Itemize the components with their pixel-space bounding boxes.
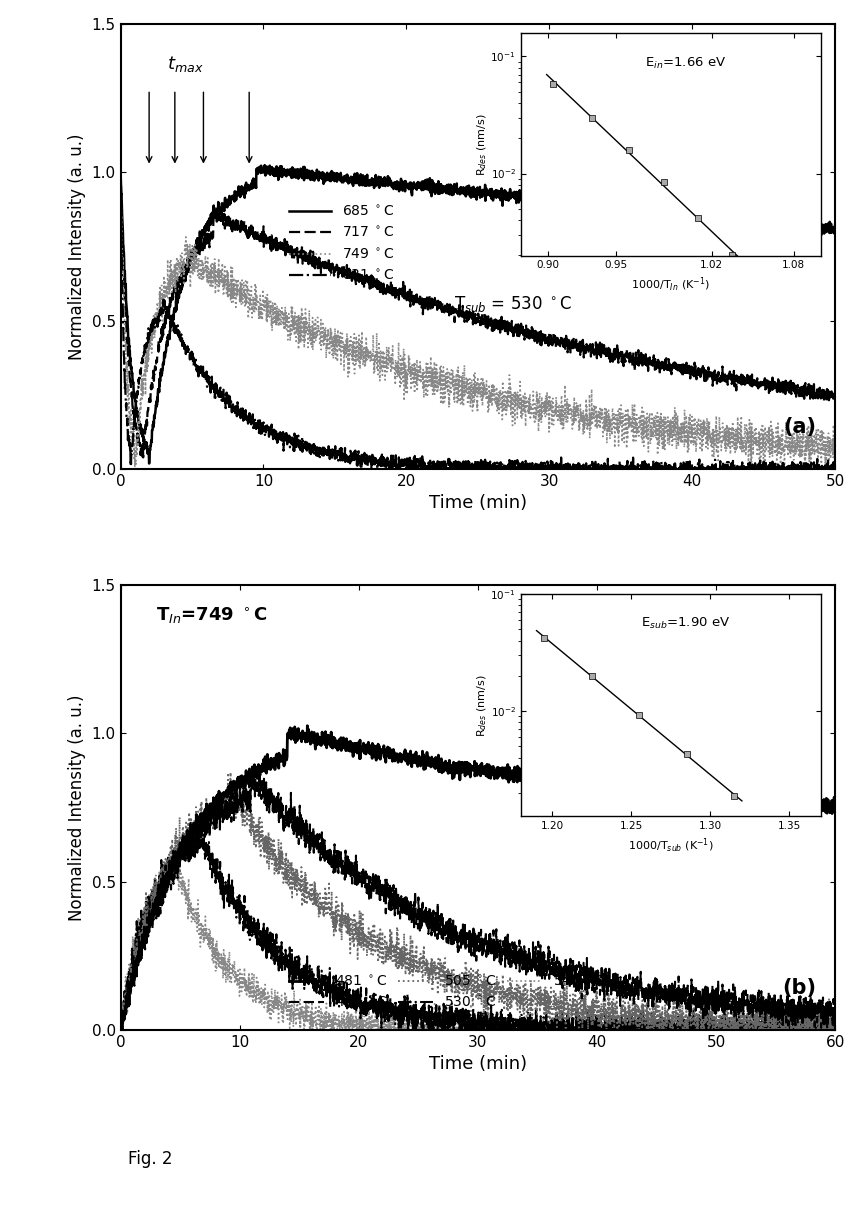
Text: (b): (b) bbox=[783, 978, 816, 999]
Y-axis label: Normalized Intensity (a. u.): Normalized Intensity (a. u.) bbox=[68, 133, 86, 360]
X-axis label: Time (min): Time (min) bbox=[429, 494, 527, 513]
Text: T$_{sub}$ = 530 $^\circ$C: T$_{sub}$ = 530 $^\circ$C bbox=[455, 294, 573, 314]
X-axis label: Time (min): Time (min) bbox=[429, 1055, 527, 1074]
Text: T$_{In}$=749 $^\circ$C: T$_{In}$=749 $^\circ$C bbox=[157, 606, 268, 626]
Legend: 481 $^\circ$C, 490 $^\circ$C, 505 $^\circ$C, 530 $^\circ$C, 546 $^\circ$C: 481 $^\circ$C, 490 $^\circ$C, 505 $^\cir… bbox=[285, 970, 610, 1014]
Legend: 685 $^\circ$C, 717 $^\circ$C, 749 $^\circ$C, 831 $^\circ$C: 685 $^\circ$C, 717 $^\circ$C, 749 $^\cir… bbox=[285, 201, 398, 288]
Text: Fig. 2: Fig. 2 bbox=[127, 1151, 172, 1168]
Text: $t_{max}$: $t_{max}$ bbox=[166, 53, 203, 74]
Y-axis label: Normalized Intensity (a. u.): Normalized Intensity (a. u.) bbox=[68, 694, 86, 921]
Text: (a): (a) bbox=[783, 417, 816, 438]
